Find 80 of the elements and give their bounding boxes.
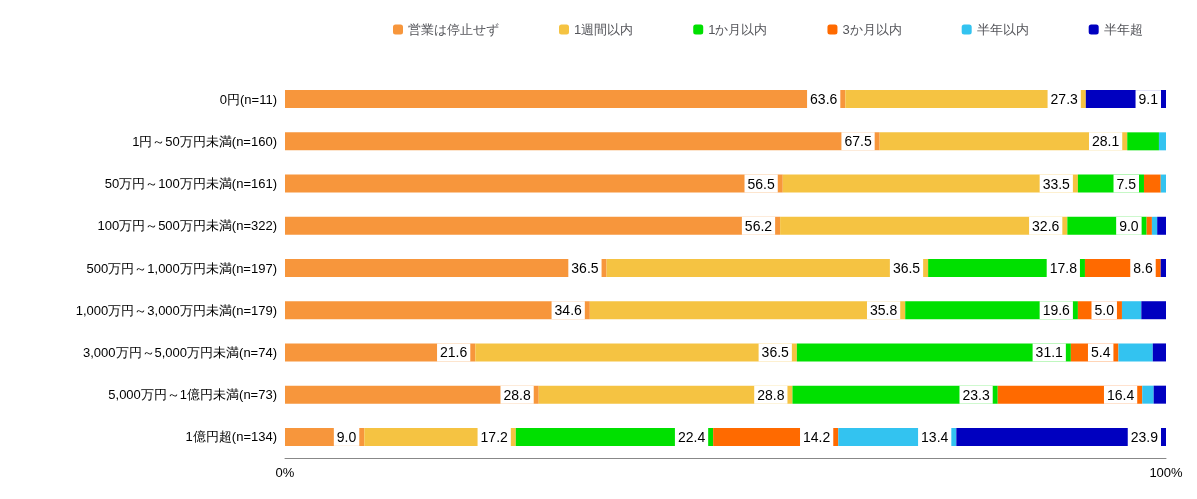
- data-label: 35.8: [869, 302, 898, 319]
- data-label: 14.2: [803, 428, 831, 445]
- legend-label: 1か月以内: [708, 22, 768, 37]
- y-tick-label: 3,000万円～5,000万円未満(n=74): [82, 344, 277, 360]
- bar: [1160, 259, 1166, 277]
- data-label: 36.5: [761, 344, 790, 361]
- bar: [845, 90, 1086, 109]
- y-tick-label: 50万円～100万円未満(n=161): [104, 176, 277, 192]
- legend-label: 半年超: [1103, 22, 1143, 37]
- y-tick-label: 5,000万円～1億円未満(n=73): [108, 387, 277, 403]
- data-label: 23.9: [1130, 428, 1159, 445]
- bar: [285, 259, 607, 277]
- data-label: 17.2: [480, 428, 509, 445]
- bar: [1152, 343, 1166, 362]
- bar: [285, 132, 880, 151]
- bar: [606, 259, 929, 277]
- bar: [1158, 132, 1166, 151]
- bar: [1146, 216, 1152, 235]
- data-label: 23.3: [962, 386, 990, 403]
- y-tick-label: 0円(n=11): [219, 91, 277, 107]
- x-tick-label: 100%: [1149, 465, 1184, 480]
- data-label: 63.6: [810, 91, 838, 108]
- data-label: 28.8: [503, 386, 531, 403]
- bar: [780, 216, 1068, 235]
- data-label: 9.1: [1138, 91, 1159, 108]
- data-label: 34.6: [554, 302, 583, 319]
- bar: [1151, 216, 1158, 235]
- y-tick-label: 500万円～1,000万円未満(n=197): [86, 260, 277, 276]
- data-label: 22.4: [677, 428, 706, 445]
- bar: [538, 385, 793, 404]
- data-label: 7.5: [1116, 175, 1137, 192]
- bar: [475, 343, 797, 362]
- y-tick-label: 100万円～500万円未満(n=322): [97, 218, 277, 234]
- data-label: 28.1: [1091, 133, 1120, 150]
- data-label: 31.1: [1035, 344, 1064, 361]
- data-label: 8.6: [1133, 260, 1153, 276]
- bar: [1142, 385, 1154, 404]
- data-label: 27.3: [1050, 91, 1079, 108]
- x-tick-label: 0%: [275, 465, 295, 480]
- data-label: 36.5: [571, 260, 599, 276]
- bar: [1157, 216, 1166, 235]
- y-tick-label: 1億円超(n=134): [185, 429, 277, 445]
- data-label: 5.4: [1090, 344, 1111, 361]
- data-label: 32.6: [1032, 217, 1060, 234]
- bar: [879, 132, 1128, 151]
- data-label: 67.5: [844, 133, 872, 150]
- bar: [1143, 174, 1161, 193]
- legend-label: 営業は停止せず: [408, 22, 499, 37]
- data-label: 21.6: [440, 344, 468, 361]
- bar: [285, 301, 590, 320]
- bar: [796, 343, 1071, 362]
- bar: [1118, 343, 1153, 362]
- bar: [285, 90, 846, 109]
- bar: [1121, 301, 1142, 320]
- y-tick-label: 1,000万円～3,000万円未満(n=179): [75, 302, 277, 318]
- data-label: 16.4: [1106, 386, 1135, 403]
- bar: [589, 301, 906, 320]
- bar: [285, 174, 783, 193]
- data-label: 33.5: [1042, 175, 1071, 192]
- data-label: 17.8: [1049, 260, 1078, 276]
- bar: [285, 216, 781, 235]
- data-label: 13.4: [921, 428, 949, 445]
- bar: [1153, 385, 1166, 404]
- data-label: 56.5: [747, 175, 775, 192]
- legend-label: 半年以内: [976, 22, 1029, 37]
- bar: [782, 174, 1078, 193]
- bar: [1160, 174, 1166, 193]
- data-label: 9.0: [336, 428, 357, 445]
- y-tick-label: 1円～50万円未満(n=160): [132, 133, 277, 149]
- legend-label: 3か月以内: [842, 22, 902, 37]
- bar: [1141, 301, 1166, 320]
- data-label: 56.2: [744, 217, 773, 234]
- legend-label: 1週間以内: [574, 22, 634, 37]
- bar: [1127, 132, 1159, 151]
- data-label: 19.6: [1042, 302, 1071, 319]
- data-label: 5.0: [1094, 302, 1115, 319]
- data-label: 9.0: [1119, 217, 1139, 234]
- data-label: 28.8: [757, 386, 785, 403]
- bar: [285, 385, 539, 404]
- data-label: 36.5: [892, 260, 921, 276]
